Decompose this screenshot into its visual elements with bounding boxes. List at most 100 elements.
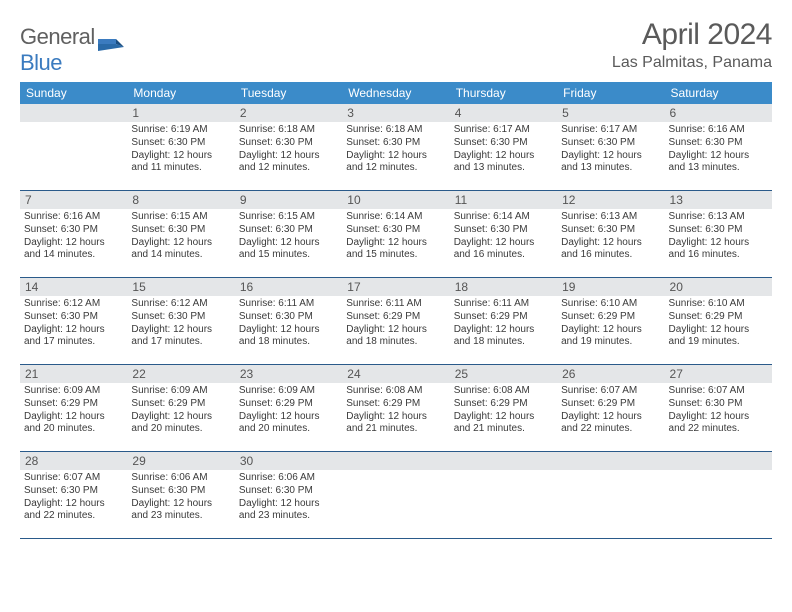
- daylight-line: Daylight: 12 hours and 17 minutes.: [24, 324, 123, 350]
- day-number: 18: [450, 278, 557, 296]
- day-details: Sunrise: 6:14 AMSunset: 6:30 PMDaylight:…: [342, 209, 449, 266]
- day-number: 30: [235, 452, 342, 470]
- sunrise-line: Sunrise: 6:07 AM: [24, 472, 123, 485]
- empty-cell: [342, 452, 449, 538]
- day-number: 3: [342, 104, 449, 122]
- day-number: 11: [450, 191, 557, 209]
- sunset-line: Sunset: 6:30 PM: [346, 224, 445, 237]
- daylight-line: Daylight: 12 hours and 14 minutes.: [131, 237, 230, 263]
- day-cell: 8 Sunrise: 6:15 AMSunset: 6:30 PMDaylight…: [127, 191, 234, 277]
- day-number: 13: [665, 191, 772, 209]
- sunrise-line: Sunrise: 6:08 AM: [454, 385, 553, 398]
- day-cell: 21Sunrise: 6:09 AMSunset: 6:29 PMDayligh…: [20, 365, 127, 451]
- day-details: Sunrise: 6:10 AMSunset: 6:29 PMDaylight:…: [665, 296, 772, 353]
- day-cell: 28Sunrise: 6:07 AMSunset: 6:30 PMDayligh…: [20, 452, 127, 538]
- day-cell: 19Sunrise: 6:10 AMSunset: 6:29 PMDayligh…: [557, 278, 664, 364]
- day-details: Sunrise: 6:18 AMSunset: 6:30 PMDaylight:…: [235, 122, 342, 179]
- sunset-line: Sunset: 6:30 PM: [561, 224, 660, 237]
- daylight-line: Daylight: 12 hours and 21 minutes.: [346, 411, 445, 437]
- day-of-week-header: Monday: [127, 82, 234, 104]
- day-cell: 30Sunrise: 6:06 AMSunset: 6:30 PMDayligh…: [235, 452, 342, 538]
- daylight-line: Daylight: 12 hours and 22 minutes.: [561, 411, 660, 437]
- location: Las Palmitas, Panama: [612, 54, 772, 72]
- empty-day-number: [342, 452, 449, 470]
- day-details: Sunrise: 6:16 AMSunset: 6:30 PMDaylight:…: [20, 209, 127, 266]
- day-details: Sunrise: 6:12 AMSunset: 6:30 PMDaylight:…: [20, 296, 127, 353]
- day-number: 21: [20, 365, 127, 383]
- sunset-line: Sunset: 6:30 PM: [131, 224, 230, 237]
- sunrise-line: Sunrise: 6:06 AM: [239, 472, 338, 485]
- day-number: 22: [127, 365, 234, 383]
- day-number: 26: [557, 365, 664, 383]
- sunrise-line: Sunrise: 6:14 AM: [454, 211, 553, 224]
- day-number: 10: [342, 191, 449, 209]
- sunrise-line: Sunrise: 6:07 AM: [561, 385, 660, 398]
- daylight-line: Daylight: 12 hours and 15 minutes.: [346, 237, 445, 263]
- logo-text: General Blue: [20, 24, 95, 76]
- sunset-line: Sunset: 6:30 PM: [24, 485, 123, 498]
- empty-cell: [665, 452, 772, 538]
- day-details: Sunrise: 6:07 AMSunset: 6:30 PMDaylight:…: [20, 470, 127, 527]
- day-of-week-header: Saturday: [665, 82, 772, 104]
- day-cell: 20Sunrise: 6:10 AMSunset: 6:29 PMDayligh…: [665, 278, 772, 364]
- daylight-line: Daylight: 12 hours and 17 minutes.: [131, 324, 230, 350]
- day-details: Sunrise: 6:15 AMSunset: 6:30 PMDaylight:…: [235, 209, 342, 266]
- day-number: 12: [557, 191, 664, 209]
- title-block: April 2024 Las Palmitas, Panama: [612, 18, 772, 72]
- day-cell: 22Sunrise: 6:09 AMSunset: 6:29 PMDayligh…: [127, 365, 234, 451]
- day-details: Sunrise: 6:14 AMSunset: 6:30 PMDaylight:…: [450, 209, 557, 266]
- sunset-line: Sunset: 6:29 PM: [454, 311, 553, 324]
- sunset-line: Sunset: 6:30 PM: [346, 137, 445, 150]
- daylight-line: Daylight: 12 hours and 15 minutes.: [239, 237, 338, 263]
- sunset-line: Sunset: 6:30 PM: [131, 311, 230, 324]
- day-number: 17: [342, 278, 449, 296]
- day-cell: 6Sunrise: 6:16 AMSunset: 6:30 PMDaylight…: [665, 104, 772, 190]
- sunrise-line: Sunrise: 6:11 AM: [239, 298, 338, 311]
- sunrise-line: Sunrise: 6:15 AM: [131, 211, 230, 224]
- day-cell: 1Sunrise: 6:19 AMSunset: 6:30 PMDaylight…: [127, 104, 234, 190]
- sunset-line: Sunset: 6:30 PM: [24, 311, 123, 324]
- day-details: Sunrise: 6:06 AMSunset: 6:30 PMDaylight:…: [235, 470, 342, 527]
- day-details: Sunrise: 6:06 AMSunset: 6:30 PMDaylight:…: [127, 470, 234, 527]
- day-cell: 18Sunrise: 6:11 AMSunset: 6:29 PMDayligh…: [450, 278, 557, 364]
- daylight-line: Daylight: 12 hours and 18 minutes.: [239, 324, 338, 350]
- day-cell: 26Sunrise: 6:07 AMSunset: 6:29 PMDayligh…: [557, 365, 664, 451]
- sunset-line: Sunset: 6:30 PM: [239, 485, 338, 498]
- day-number: 19: [557, 278, 664, 296]
- day-cell: 13Sunrise: 6:13 AMSunset: 6:30 PMDayligh…: [665, 191, 772, 277]
- day-cell: 11Sunrise: 6:14 AMSunset: 6:30 PMDayligh…: [450, 191, 557, 277]
- day-cell: 9Sunrise: 6:15 AMSunset: 6:30 PMDaylight…: [235, 191, 342, 277]
- sunset-line: Sunset: 6:29 PM: [131, 398, 230, 411]
- daylight-line: Daylight: 12 hours and 13 minutes.: [454, 150, 553, 176]
- sunset-line: Sunset: 6:30 PM: [454, 137, 553, 150]
- day-details: Sunrise: 6:13 AMSunset: 6:30 PMDaylight:…: [557, 209, 664, 266]
- day-number: 8: [127, 191, 234, 209]
- daylight-line: Daylight: 12 hours and 16 minutes.: [561, 237, 660, 263]
- sunrise-line: Sunrise: 6:19 AM: [131, 124, 230, 137]
- calendar-page: General Blue April 2024 Las Palmitas, Pa…: [0, 0, 792, 539]
- daylight-line: Daylight: 12 hours and 18 minutes.: [346, 324, 445, 350]
- week-row: 7Sunrise: 6:16 AMSunset: 6:30 PMDaylight…: [20, 191, 772, 278]
- day-number: 20: [665, 278, 772, 296]
- day-of-week-header: Thursday: [450, 82, 557, 104]
- day-number: 29: [127, 452, 234, 470]
- header: General Blue April 2024 Las Palmitas, Pa…: [20, 18, 772, 76]
- day-cell: 14Sunrise: 6:12 AMSunset: 6:30 PMDayligh…: [20, 278, 127, 364]
- day-number: 14: [20, 278, 127, 296]
- day-details: Sunrise: 6:07 AMSunset: 6:30 PMDaylight:…: [665, 383, 772, 440]
- sunrise-line: Sunrise: 6:15 AM: [239, 211, 338, 224]
- day-cell: 7Sunrise: 6:16 AMSunset: 6:30 PMDaylight…: [20, 191, 127, 277]
- logo-word-2: Blue: [20, 50, 62, 75]
- day-number: 7: [20, 191, 127, 209]
- day-details: Sunrise: 6:08 AMSunset: 6:29 PMDaylight:…: [342, 383, 449, 440]
- daylight-line: Daylight: 12 hours and 19 minutes.: [561, 324, 660, 350]
- sunrise-line: Sunrise: 6:12 AM: [24, 298, 123, 311]
- day-of-week-row: SundayMondayTuesdayWednesdayThursdayFrid…: [20, 82, 772, 104]
- day-details: Sunrise: 6:11 AMSunset: 6:29 PMDaylight:…: [342, 296, 449, 353]
- daylight-line: Daylight: 12 hours and 21 minutes.: [454, 411, 553, 437]
- daylight-line: Daylight: 12 hours and 23 minutes.: [239, 498, 338, 524]
- day-details: Sunrise: 6:16 AMSunset: 6:30 PMDaylight:…: [665, 122, 772, 179]
- day-cell: 16Sunrise: 6:11 AMSunset: 6:30 PMDayligh…: [235, 278, 342, 364]
- sunrise-line: Sunrise: 6:07 AM: [669, 385, 768, 398]
- day-details: Sunrise: 6:09 AMSunset: 6:29 PMDaylight:…: [235, 383, 342, 440]
